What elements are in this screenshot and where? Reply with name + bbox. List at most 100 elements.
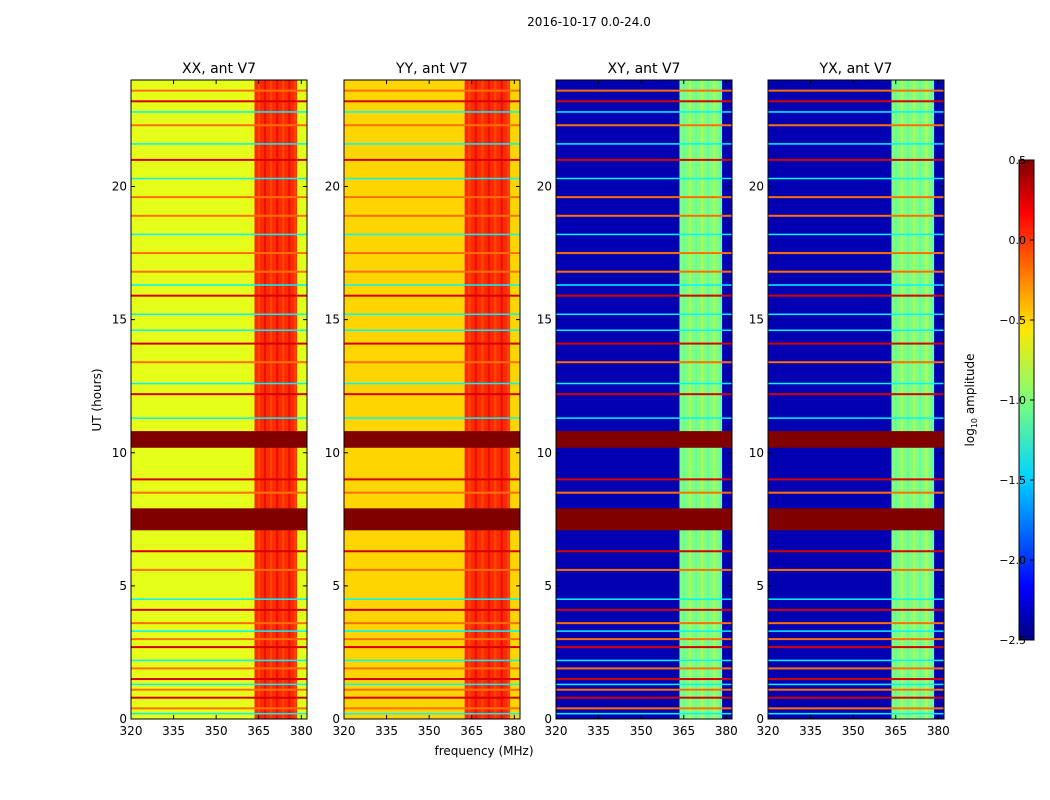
rfi-line [131, 678, 307, 681]
rfi-line-saturated [131, 513, 307, 520]
rfi-line [768, 678, 944, 681]
figure-suptitle: 2016-10-17 0.0-24.0 [527, 15, 651, 29]
rfi-line [131, 696, 307, 699]
y-tick-label: 5 [756, 579, 764, 593]
heatmap-band-stripe [713, 80, 716, 719]
rfi-line-saturated [768, 524, 944, 531]
rfi-line-saturated [344, 518, 520, 525]
rfi-line [556, 270, 732, 273]
y-tick-label: 5 [332, 579, 340, 593]
rfi-line [131, 143, 307, 145]
rfi-line [131, 111, 307, 113]
x-tick-label: 365 [884, 724, 907, 738]
x-tick-label: 380 [927, 724, 950, 738]
rfi-line-saturated [344, 524, 520, 531]
heatmap-band-stripe [468, 80, 471, 719]
rfi-line-saturated [556, 508, 732, 515]
rfi-line [556, 313, 732, 316]
colorbar-tick-label: −2.0 [999, 554, 1026, 567]
rfi-line [768, 313, 944, 316]
rfi-line [131, 284, 307, 286]
rfi-line [344, 417, 520, 419]
heatmap-panel: XX, ant V7 320 335 350 365 380 0 5 10 15 20 [112, 61, 313, 738]
rfi-line [556, 688, 732, 691]
panel-title: YX, ant V7 [819, 61, 893, 77]
rfi-line [344, 124, 520, 127]
colorbar-label: log10 amplitude [963, 354, 979, 447]
rfi-line [131, 177, 307, 180]
y-axis-label: UT (hours) [90, 368, 104, 431]
rfi-line [768, 158, 944, 161]
rfi-line [556, 361, 732, 364]
rfi-line [344, 630, 520, 632]
rfi-line [768, 100, 944, 103]
rfi-line-saturated [344, 441, 520, 448]
rfi-line [768, 598, 944, 600]
rfi-line [556, 568, 732, 571]
heatmap-band-stripe [707, 80, 710, 719]
rfi-line [344, 393, 520, 396]
x-tick-label: 335 [799, 724, 822, 738]
rfi-line [131, 491, 307, 494]
heatmap-band-stripe [900, 80, 904, 719]
rfi-line [556, 252, 732, 255]
rfi-line-saturated [131, 508, 307, 515]
colorbar: log10 amplitude 0.5 0.0 −0.5 −1.0 −1.5 −2.0 −2… [963, 154, 1035, 647]
rfi-line [131, 550, 307, 553]
y-tick-label: 15 [537, 313, 552, 327]
rfi-line [131, 158, 307, 161]
rfi-line [131, 382, 307, 385]
heatmap-panel: YY, ant V7 320 335 350 365 380 0 5 10 15 20 [325, 61, 526, 738]
rfi-line [556, 630, 732, 632]
rfi-line [344, 550, 520, 553]
rfi-line [768, 550, 944, 553]
rfi-line [344, 270, 520, 273]
rfi-line [344, 659, 520, 662]
rfi-line [768, 659, 944, 662]
panel-title: XY, ant V7 [608, 61, 681, 77]
rfi-line [768, 608, 944, 611]
heatmap-band-stripe [931, 80, 934, 719]
rfi-line [131, 196, 307, 199]
x-tick-label: 365 [460, 724, 483, 738]
rfi-line [131, 89, 307, 92]
x-tick-label: 350 [842, 724, 865, 738]
rfi-line [344, 608, 520, 611]
rfi-line [768, 233, 944, 236]
rfi-line [344, 111, 520, 113]
rfi-line-saturated [768, 431, 944, 438]
rfi-line-saturated [556, 513, 732, 520]
rfi-line-saturated [344, 508, 520, 515]
y-tick-label: 0 [332, 712, 340, 726]
y-tick-label: 15 [749, 313, 764, 327]
rfi-line [768, 342, 944, 345]
rfi-line [556, 329, 732, 332]
rfi-line [556, 712, 732, 715]
heatmap-band-stripe [269, 80, 273, 719]
rfi-line [131, 688, 307, 691]
rfi-line [131, 361, 307, 364]
rfi-line [344, 678, 520, 681]
rfi-line [768, 196, 944, 199]
rfi-line [344, 89, 520, 92]
rfi-line [131, 214, 307, 217]
rfi-line [556, 158, 732, 161]
rfi-line [344, 342, 520, 345]
heatmap-band-stripe [500, 80, 503, 719]
heatmap-band-stripe [282, 80, 285, 719]
heatmap-band-stripe [701, 80, 704, 719]
rfi-line [344, 252, 520, 255]
heatmap-band-stripe [688, 80, 692, 719]
rfi-line [556, 478, 732, 481]
rfi-line [131, 393, 307, 396]
rfi-line [131, 568, 307, 571]
colorbar-tick-label: −0.5 [999, 314, 1026, 327]
x-tick-label: 380 [503, 724, 526, 738]
heatmap-band-stripe [276, 80, 279, 719]
rfi-line [131, 329, 307, 332]
heatmap-band-stripe [294, 80, 297, 719]
rfi-line [768, 630, 944, 632]
y-tick-label: 20 [537, 180, 552, 194]
rfi-line [344, 177, 520, 180]
